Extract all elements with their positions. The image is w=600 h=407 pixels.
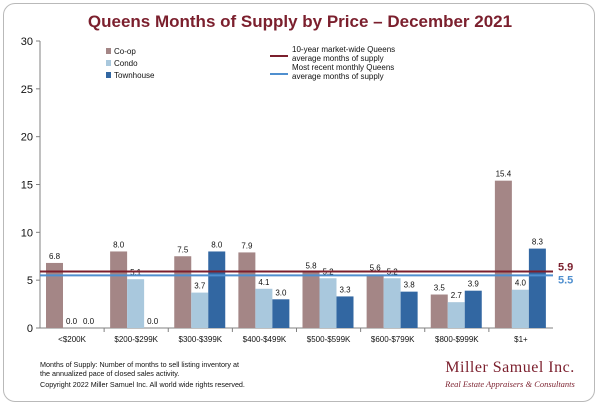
x-tick-label: $500-$599K (307, 335, 351, 344)
legend-label: average months of supply (292, 72, 384, 81)
bar-co-op (174, 256, 192, 328)
data-label: 4.0 (515, 279, 527, 288)
bar-condo (447, 302, 465, 328)
data-label: 8.3 (532, 238, 544, 247)
chart-title: Queens Months of Supply by Price – Decem… (87, 12, 513, 31)
data-label: 15.4 (496, 170, 512, 179)
bar-co-op (430, 294, 448, 328)
data-label: 5.8 (305, 262, 317, 271)
legend-swatch-townhouse (106, 72, 111, 78)
bar-townhouse (400, 291, 418, 328)
data-label: 3.9 (468, 280, 480, 289)
copyright-text: Copyright 2022 Miller Samuel Inc. All wo… (40, 380, 245, 389)
x-tick-label: $400-$499K (243, 335, 287, 344)
data-label: 3.8 (404, 281, 416, 290)
brand-tagline: Real Estate Appraisers & Consultants (445, 379, 575, 389)
bar-co-op (494, 180, 512, 328)
bar-townhouse (208, 251, 226, 328)
x-tick-label: $1+ (514, 335, 528, 344)
footnote-line-1: Months of Supply: Number of months to se… (40, 360, 239, 369)
x-tick-label: <$200K (58, 335, 86, 344)
data-label: 0.0 (147, 317, 159, 326)
y-tick-label: 25 (21, 84, 33, 96)
brand-block: Miller Samuel Inc. Real Estate Appraiser… (440, 359, 580, 389)
data-label: 3.0 (275, 288, 287, 297)
footnote-line-2: the annualized pace of closed sales acti… (40, 369, 180, 378)
y-tick-label: 15 (21, 180, 33, 192)
x-tick-label: $200-$299K (114, 335, 158, 344)
data-label: 4.1 (258, 278, 270, 287)
bar-condo (383, 278, 401, 328)
data-label: 3.3 (339, 285, 351, 294)
bar-co-op (238, 252, 256, 328)
legend-swatch-condo (106, 60, 111, 66)
data-label: 8.0 (113, 240, 125, 249)
data-label: 5.6 (370, 263, 382, 272)
x-tick-label: $600-$799K (371, 335, 415, 344)
bar-townhouse (336, 296, 354, 328)
bar-co-op (46, 262, 63, 328)
y-tick-label: 10 (21, 227, 33, 239)
bar-townhouse (528, 248, 546, 328)
legend-label: Co-op (114, 47, 136, 56)
data-label: 2.7 (451, 291, 463, 300)
legend-label: Townhouse (114, 71, 155, 80)
y-tick-label: 20 (21, 132, 33, 144)
data-label: 6.8 (49, 252, 61, 261)
brand-name: Miller Samuel Inc. (445, 359, 575, 376)
data-label: 3.7 (194, 282, 206, 291)
reference-value-label: 5.9 (558, 262, 573, 274)
legend-label: Condo (114, 59, 138, 68)
legend-label: 10-year market-wide Queens (292, 45, 395, 54)
data-label: 5.1 (130, 268, 142, 277)
chart-frame (3, 3, 595, 402)
legend-label: average months of supply (292, 54, 384, 63)
data-label: 8.0 (211, 240, 223, 249)
bar-condo (319, 278, 337, 328)
y-tick-label: 30 (21, 36, 33, 48)
bar-condo (191, 292, 209, 328)
bar-condo (255, 288, 273, 328)
bar-condo (127, 279, 145, 328)
legend-label: Most recent monthly Queens (292, 63, 394, 72)
bar-co-op (110, 251, 128, 328)
y-tick-label: 5 (27, 275, 33, 287)
bar-co-op (366, 274, 384, 328)
data-label: 7.9 (241, 241, 253, 250)
y-tick-label: 0 (27, 323, 33, 335)
bar-townhouse (272, 299, 290, 328)
data-label: 7.5 (177, 245, 189, 254)
x-tick-label: $800-$999K (435, 335, 479, 344)
bar-co-op (302, 272, 320, 328)
bar-townhouse (464, 290, 482, 328)
reference-value-label: 5.5 (558, 274, 573, 286)
legend-swatch-co-op (106, 48, 111, 54)
data-label: 3.5 (434, 284, 446, 293)
x-tick-label: $300-$399K (179, 335, 223, 344)
bar-condo (511, 289, 529, 328)
data-label: 0.0 (83, 317, 95, 326)
data-label: 0.0 (66, 317, 78, 326)
